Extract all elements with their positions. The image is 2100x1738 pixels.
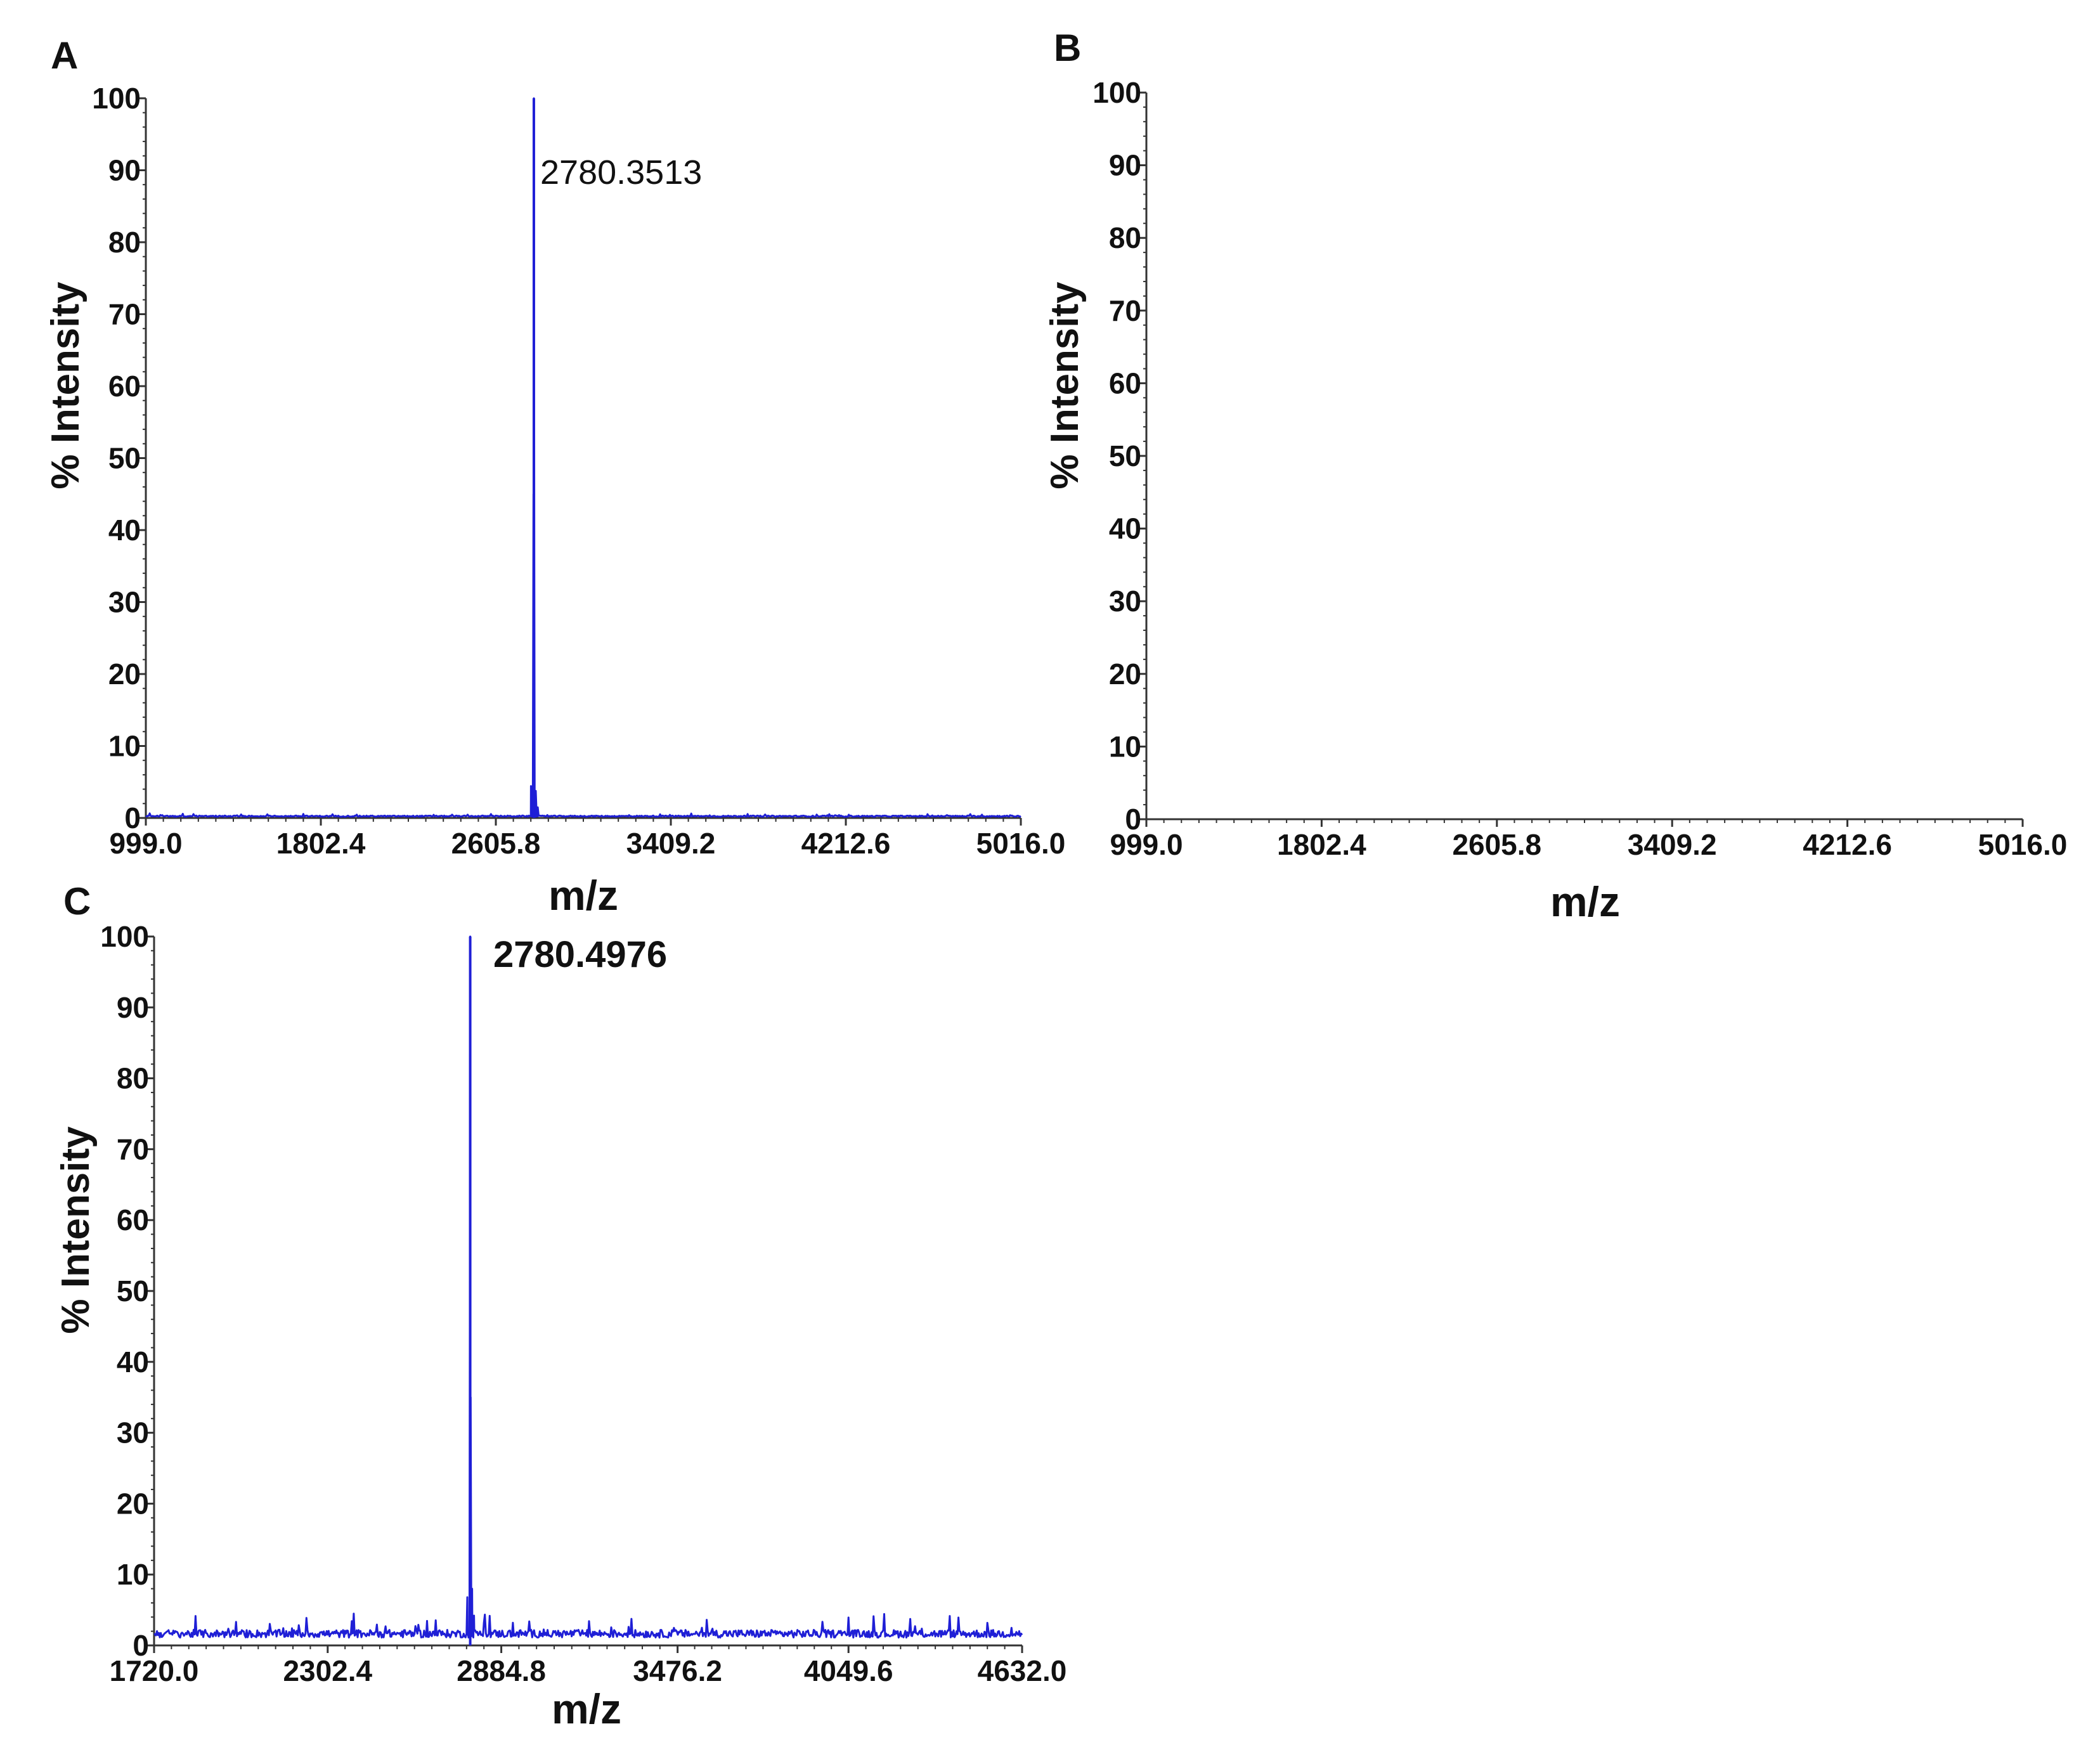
- y-tick-label: 40: [117, 1346, 149, 1378]
- y-tick-label: 100: [100, 920, 149, 953]
- x-tick-label: 3476.2: [633, 1654, 722, 1687]
- peak-label: 2780.3513: [540, 153, 702, 191]
- x-tick-label: 4049.6: [804, 1654, 893, 1687]
- panel-c: C % Intensity m/z 0 10 20 30 40 50 60 70 80 90 100…: [54, 880, 1066, 1732]
- x-tick-label: 2884.8: [457, 1654, 546, 1687]
- y-tick-label: 90: [1109, 149, 1141, 182]
- y-tick-label: 0: [133, 1629, 149, 1662]
- y-tick-label: 60: [1109, 366, 1141, 399]
- y-tick-label: 50: [117, 1274, 149, 1307]
- peak-label: 2780.4976: [493, 934, 667, 975]
- x-tick-label: 2302.4: [283, 1654, 372, 1687]
- spectrum-trace: [153, 935, 1023, 1639]
- y-tick-label: 90: [117, 991, 149, 1024]
- x-tick-label: 999.0: [109, 827, 182, 860]
- y-axis-title: % Intensity: [1043, 282, 1087, 490]
- y-tick-label: 40: [108, 514, 141, 547]
- x-tick-label: 3409.2: [626, 827, 716, 860]
- y-tick-label: 70: [117, 1132, 149, 1165]
- x-tick-label: 5016.0: [976, 827, 1066, 860]
- y-tick-label: 30: [117, 1417, 149, 1449]
- y-tick-label: 80: [108, 226, 141, 259]
- y-tick-label: 70: [1109, 294, 1141, 327]
- x-axis-title: m/z: [548, 872, 618, 919]
- x-tick-label: 2605.8: [451, 827, 541, 860]
- y-tick-label: 90: [108, 154, 141, 187]
- y-tick-label: 10: [1109, 730, 1141, 763]
- x-axis-title: m/z: [1550, 878, 1620, 925]
- panel-a: A % Intensity m/z 0 10 20 30 40 50 60 70 80 90 100…: [44, 34, 1065, 919]
- y-axis-title: % Intensity: [44, 282, 88, 490]
- y-tick-label: 80: [1109, 221, 1141, 254]
- x-tick-label: 2605.8: [1452, 828, 1541, 861]
- y-tick-label: 30: [108, 586, 141, 619]
- x-tick-label: 4212.6: [801, 827, 891, 860]
- x-tick-label: 5016.0: [1978, 828, 2068, 861]
- panel-letter: C: [63, 880, 91, 923]
- y-tick-label: 0: [1125, 803, 1141, 836]
- y-tick-label: 20: [1109, 658, 1141, 691]
- y-tick-label: 40: [1109, 512, 1141, 545]
- y-tick-label: 0: [124, 801, 141, 834]
- panel-letter: A: [51, 34, 78, 77]
- panel-b: B % Intensity m/z 0 10 20 30 40 50 60 70 80 90 100…: [1043, 27, 2067, 925]
- y-tick-label: 60: [117, 1203, 149, 1236]
- y-tick-label: 70: [108, 298, 141, 331]
- spectrum-trace: [145, 97, 1021, 818]
- x-tick-label: 999.0: [1110, 828, 1183, 861]
- y-axis-title: % Intensity: [54, 1126, 98, 1334]
- y-tick-label: 80: [117, 1062, 149, 1095]
- x-axis-title: m/z: [552, 1685, 621, 1732]
- x-tick-label: 3409.2: [1628, 828, 1717, 861]
- panel-letter: B: [1054, 27, 1081, 69]
- y-tick-label: 20: [117, 1487, 149, 1520]
- y-tick-label: 100: [92, 82, 141, 115]
- y-tick-label: 60: [108, 370, 141, 403]
- x-tick-label: 4212.6: [1803, 828, 1892, 861]
- y-tick-label: 50: [1109, 439, 1141, 472]
- y-tick-label: 10: [117, 1558, 149, 1591]
- x-tick-label: 1802.4: [276, 827, 366, 860]
- y-tick-label: 100: [1092, 76, 1141, 109]
- y-tick-label: 50: [108, 442, 141, 475]
- y-tick-label: 20: [108, 658, 141, 691]
- x-tick-label: 4632.0: [978, 1654, 1067, 1687]
- x-tick-label: 1720.0: [110, 1654, 199, 1687]
- y-tick-label: 30: [1109, 585, 1141, 618]
- x-tick-label: 1802.4: [1277, 828, 1366, 861]
- y-tick-label: 10: [108, 730, 141, 763]
